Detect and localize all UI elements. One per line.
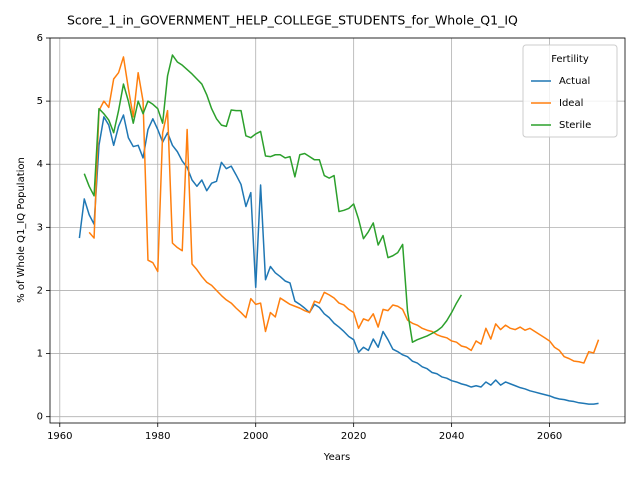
line-series: [78, 114, 599, 405]
y-tick-label: 2: [37, 285, 43, 296]
x-tick-label: 2020: [341, 431, 366, 442]
x-tick-label: 2060: [537, 431, 562, 442]
y-tick-label: 0: [37, 412, 43, 423]
y-tick-label: 6: [37, 33, 43, 44]
legend-box: [522, 44, 618, 138]
line-series: [88, 56, 600, 364]
axes-frame: [49, 37, 626, 424]
legend-label: Ideal: [559, 98, 583, 109]
x-axis-label: Years: [323, 452, 350, 463]
x-tick-label: 2000: [243, 431, 268, 442]
y-tick-label: 4: [37, 159, 43, 170]
y-tick-label: 5: [37, 96, 43, 107]
legend-title: Fertility: [551, 54, 589, 65]
x-tick-label: 2040: [439, 431, 464, 442]
y-tick-label: 1: [37, 349, 43, 360]
legend-label: Actual: [559, 76, 590, 87]
x-tick-label: 1980: [145, 431, 170, 442]
y-axis-label: % of Whole Q1_IQ Population: [16, 157, 27, 303]
chart-title: Score_1_in_GOVERNMENT_HELP_COLLEGE_STUDE…: [67, 13, 518, 28]
y-tick-label: 3: [37, 222, 43, 233]
legend-label: Sterile: [559, 120, 591, 131]
line-series: [83, 54, 463, 343]
x-tick-label: 1960: [47, 431, 72, 442]
